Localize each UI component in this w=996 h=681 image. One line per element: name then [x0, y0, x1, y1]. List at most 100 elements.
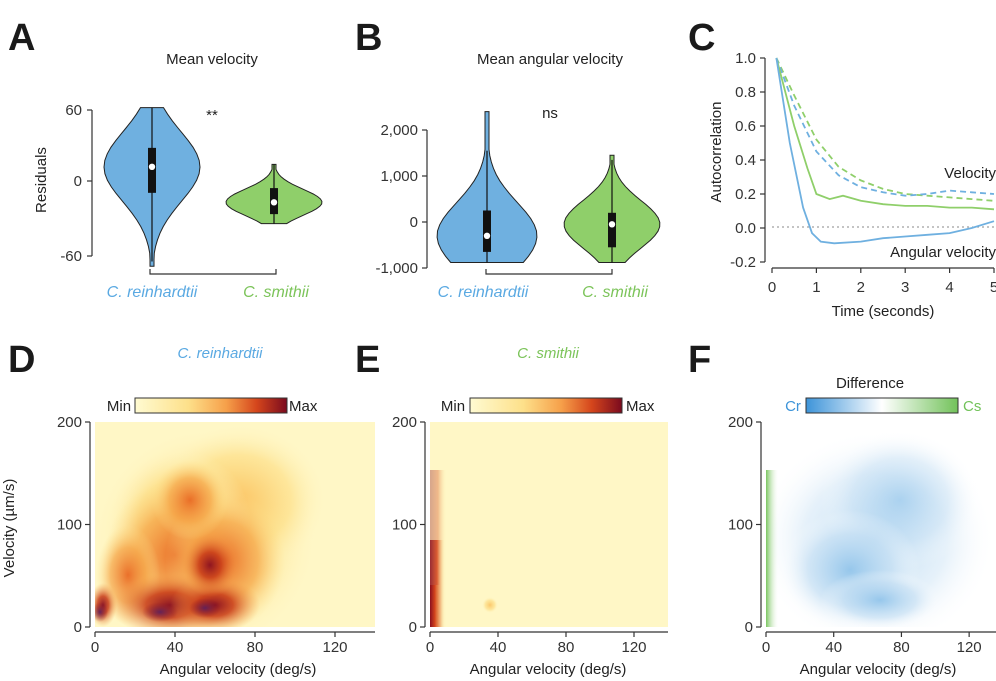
x-tick-label: 3	[901, 279, 909, 296]
x-category-label: C. smithii	[582, 284, 648, 301]
y-tick-label: 0.4	[735, 152, 756, 169]
x-axis-label: Time (seconds)	[832, 303, 935, 320]
series-line-velocity-smithii	[775, 57, 995, 202]
heatmap-title: C. reinhardtii	[177, 345, 263, 362]
x-axis-label: Angular velocity (deg/s)	[160, 661, 317, 678]
x-category-label: C. reinhardtii	[107, 284, 198, 301]
x-tick-label: 80	[558, 639, 575, 656]
x-category-label: C. reinhardtii	[438, 284, 529, 301]
panel-c-line-chart: Autocorrelation 1.0 0.8 0.6 0.4 0.2 0.0 -0.2 0 1…	[708, 50, 996, 320]
x-tick-label: 1	[812, 279, 820, 296]
y-tick-label: 1.0	[735, 50, 756, 67]
panel-letter-c: C	[688, 17, 715, 59]
y-tick-label: 2,000	[380, 122, 418, 139]
x-tick-label: 4	[945, 279, 953, 296]
chart-title: Mean angular velocity	[477, 51, 623, 68]
x-tick-label: 120	[621, 639, 646, 656]
panel-b-violin-chart: Mean angular velocity 2,000 1,000 0 -1,0…	[375, 51, 661, 301]
y-tick-label: 0	[410, 214, 418, 231]
panel-a-violin-chart: Mean velocity Residuals 60 0 -60 C. rein…	[33, 51, 323, 301]
panel-letter-d: D	[8, 339, 35, 381]
y-tick-label: 0	[74, 173, 82, 190]
panel-letter-f: F	[688, 339, 711, 381]
y-tick-label: 0.8	[735, 84, 756, 101]
significance-label: **	[206, 107, 218, 124]
colorbar	[805, 397, 959, 414]
y-tick-label: -0.2	[730, 254, 756, 271]
y-tick-label: 0.0	[735, 220, 756, 237]
y-tick-label: 200	[728, 414, 753, 431]
y-tick-label: 0.6	[735, 118, 756, 135]
y-axis-label: Velocity (µm/s)	[1, 479, 18, 578]
x-axis-label: Angular velocity (deg/s)	[800, 661, 957, 678]
heatmap-title: Difference	[836, 375, 904, 392]
significance-label: ns	[542, 105, 558, 122]
y-tick-label: 0.2	[735, 186, 756, 203]
colorbar-min-label: Min	[107, 398, 131, 415]
series-line-angular-smithii	[775, 57, 995, 211]
x-category-label: C. smithii	[243, 284, 309, 301]
x-axis-bracket	[149, 269, 277, 275]
violin-median-dot	[608, 221, 616, 228]
y-axis-label: Autocorrelation	[708, 102, 725, 203]
x-tick-label: 40	[167, 639, 184, 656]
x-tick-label: 0	[91, 639, 99, 656]
panel-f-heatmap: Difference Cr Cs 200 100 00 40 80 120 Angular…	[728, 375, 996, 678]
heatmap-density	[430, 470, 498, 627]
x-axis-bracket	[485, 269, 613, 275]
annotation-velocity: Velocity	[944, 165, 996, 182]
x-tick-label: 80	[247, 639, 264, 656]
y-tick-label: 200	[57, 414, 82, 431]
series-line-velocity-reinhardtii	[775, 57, 995, 197]
colorbar-max-label: Max	[289, 398, 318, 415]
x-tick-label: 5	[990, 279, 996, 296]
colorbar-max-label: Cs	[963, 398, 981, 415]
colorbar	[134, 397, 288, 414]
y-tick-label: 1,000	[380, 168, 418, 185]
violin-median-dot	[483, 232, 491, 239]
chart-title: Mean velocity	[166, 51, 258, 68]
heatmap-density	[95, 425, 325, 627]
x-tick-label: 0	[426, 639, 434, 656]
violin-iqr-box	[608, 212, 616, 248]
y-tick-label: 100	[728, 517, 753, 534]
colorbar-min-label: Cr	[785, 398, 801, 415]
y-axis-label: Residuals	[33, 147, 50, 213]
x-tick-label: 0	[768, 279, 776, 296]
x-tick-label: 120	[322, 639, 347, 656]
panel-letter-a: A	[8, 17, 35, 59]
heatmap-title: C. smithii	[517, 345, 579, 362]
heatmap-density	[766, 430, 995, 627]
violin-median-dot	[270, 199, 278, 206]
y-tick-label: 100	[392, 517, 417, 534]
x-tick-label: 2	[857, 279, 865, 296]
y-tick-label: 100	[57, 517, 82, 534]
annotation-angular-velocity: Angular velocity	[890, 244, 996, 261]
y-tick-label: 0	[74, 619, 82, 636]
y-tick-label: -60	[60, 248, 82, 265]
x-tick-label: 40	[490, 639, 507, 656]
x-axis-label: Angular velocity (deg/s)	[470, 661, 627, 678]
violin-median-dot	[148, 163, 156, 170]
colorbar-max-label: Max	[626, 398, 655, 415]
violin-iqr-box	[483, 210, 491, 252]
series-line-angular-reinhardtii	[775, 57, 995, 245]
x-tick-label: 120	[957, 639, 982, 656]
colorbar-min-label: Min	[441, 398, 465, 415]
panel-d-heatmap: C. reinhardtii Min Max 200 100 00 40 80 120 V…	[1, 345, 375, 678]
heatmap-background	[430, 422, 668, 627]
x-tick-label: 80	[893, 639, 910, 656]
violin-iqr-box	[148, 147, 156, 193]
x-tick-label: 0	[762, 639, 770, 656]
panel-letter-b: B	[355, 17, 382, 59]
panel-letter-e: E	[355, 339, 380, 381]
y-tick-label: 60	[65, 102, 82, 119]
y-tick-label: 0	[745, 619, 753, 636]
y-tick-label: 200	[392, 414, 417, 431]
x-tick-label: 40	[825, 639, 842, 656]
y-tick-label: -1,000	[375, 260, 418, 277]
colorbar	[469, 397, 623, 414]
y-tick-label: 0	[409, 619, 417, 636]
panel-e-heatmap: C. smithii Min Max 200 100 00 40 80 120 Angul…	[392, 345, 668, 678]
